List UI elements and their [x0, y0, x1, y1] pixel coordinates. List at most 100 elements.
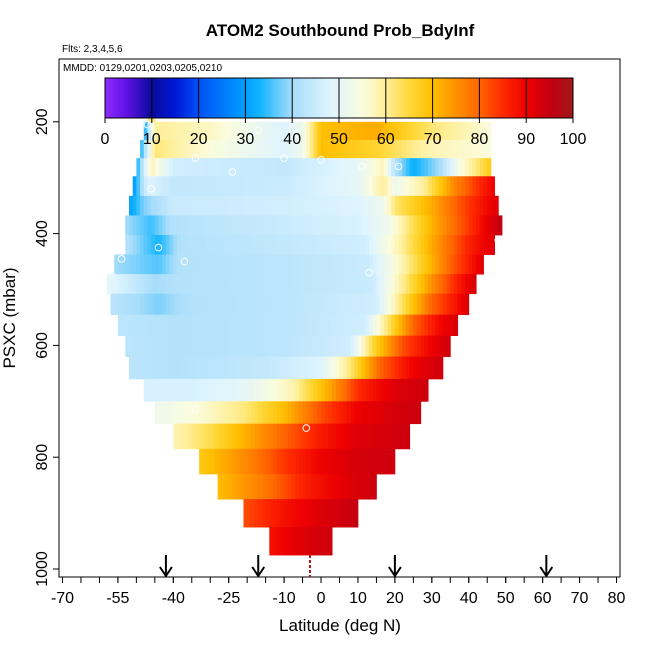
heatmap-cell [302, 121, 307, 141]
heatmap-cell [343, 121, 348, 141]
heatmap-cell [313, 215, 318, 236]
heatmap-cell [284, 423, 289, 450]
heatmap-cell [132, 274, 137, 295]
heatmap-cell [202, 448, 207, 475]
heatmap-cell [383, 314, 388, 337]
heatmap-cell [213, 139, 219, 159]
heatmap-cell [417, 274, 422, 295]
heatmap-cell [225, 473, 230, 500]
heatmap-cell [125, 274, 130, 295]
heatmap-cell [217, 215, 222, 236]
heatmap-cell [143, 254, 148, 275]
colorbar-band [196, 78, 200, 118]
heatmap-cell [243, 254, 248, 275]
heatmap-cell [221, 448, 226, 475]
heatmap-cell [328, 293, 333, 316]
heatmap-cell [298, 378, 303, 402]
heatmap-cell [313, 293, 318, 316]
heatmap-cell [132, 254, 137, 275]
heatmap-cell [295, 215, 300, 236]
heatmap-cell [391, 121, 396, 141]
heatmap-cell [250, 335, 255, 357]
heatmap-cell [332, 356, 337, 380]
colorbar-band [402, 78, 406, 118]
heatmap-cell [258, 314, 263, 337]
colorbar-band [453, 78, 457, 118]
heatmap-cell [372, 121, 377, 141]
heatmap-cell [380, 423, 385, 450]
heatmap-cell [313, 158, 318, 177]
heatmap-cell [191, 176, 196, 197]
heatmap-cell [405, 139, 411, 159]
heatmap-cell [217, 401, 222, 425]
colorbar-tick-label: 20 [190, 131, 208, 148]
heatmap-cell [158, 121, 163, 141]
heatmap-cell [250, 293, 255, 316]
heatmap-cell [435, 158, 440, 177]
colorbar-band [320, 78, 324, 118]
heatmap-cell [213, 274, 219, 295]
heatmap-cell [291, 139, 296, 159]
heatmap-cell [250, 274, 255, 295]
heatmap-cell [317, 293, 322, 316]
heatmap-cell [439, 158, 444, 177]
heatmap-cell [369, 139, 374, 159]
heatmap-cell [254, 401, 259, 425]
heatmap-cell [405, 158, 411, 177]
heatmap-cell [413, 215, 418, 236]
heatmap-cell [106, 274, 111, 295]
heatmap-cell [302, 215, 307, 236]
heatmap-cell [365, 176, 370, 197]
heatmap-cell [136, 356, 141, 380]
colorbar-band [247, 78, 251, 118]
colorbar-band [526, 78, 530, 118]
colorbar-band [275, 78, 279, 118]
heatmap-cell [324, 254, 329, 275]
heatmap-cell [225, 176, 230, 197]
heatmap-cell [247, 448, 252, 475]
heatmap-cell [206, 121, 211, 141]
heatmap-cell [114, 293, 119, 316]
heatmap-cell [258, 176, 263, 197]
heatmap-cell [457, 158, 462, 177]
heatmap-cell [313, 195, 318, 216]
heatmap-cell [180, 176, 185, 197]
heatmap-cell [232, 473, 237, 500]
heatmap-cell [354, 499, 359, 528]
heatmap-cell [143, 293, 148, 316]
colorbar-band [310, 78, 314, 118]
heatmap-cell [269, 254, 274, 275]
heatmap-cell [413, 139, 418, 159]
heatmap-cell [184, 274, 189, 295]
heatmap-cell [490, 176, 496, 197]
colorbar-band [292, 78, 296, 118]
heatmap-cell [309, 176, 315, 197]
heatmap-cell [221, 335, 226, 357]
heatmap-cell [409, 378, 414, 402]
heatmap-cell [461, 121, 466, 141]
heatmap-cell [465, 274, 470, 295]
heatmap-cell [361, 335, 366, 357]
heatmap-cell [217, 448, 222, 475]
heatmap-cell [328, 356, 333, 380]
heatmap-cell [339, 274, 344, 295]
heatmap-cell [306, 235, 311, 255]
colorbar-band [441, 78, 445, 118]
heatmap-cell [431, 335, 436, 357]
heatmap-cell [217, 335, 222, 357]
heatmap-cell [409, 293, 414, 316]
heatmap-cell [357, 293, 363, 316]
heatmap-cell [236, 254, 241, 275]
heatmap-cell [346, 499, 351, 528]
heatmap-cell [143, 274, 148, 295]
heatmap-cell [125, 235, 130, 255]
heatmap-cell [213, 176, 219, 197]
heatmap-cell [321, 176, 326, 197]
heatmap-cell [324, 448, 329, 475]
heatmap-cell [154, 293, 159, 316]
observation-circle [228, 168, 237, 176]
heatmap-cell [376, 378, 381, 402]
heatmap-cell [328, 314, 333, 337]
heatmap-cell [258, 473, 263, 500]
heatmap-cell [476, 121, 481, 141]
